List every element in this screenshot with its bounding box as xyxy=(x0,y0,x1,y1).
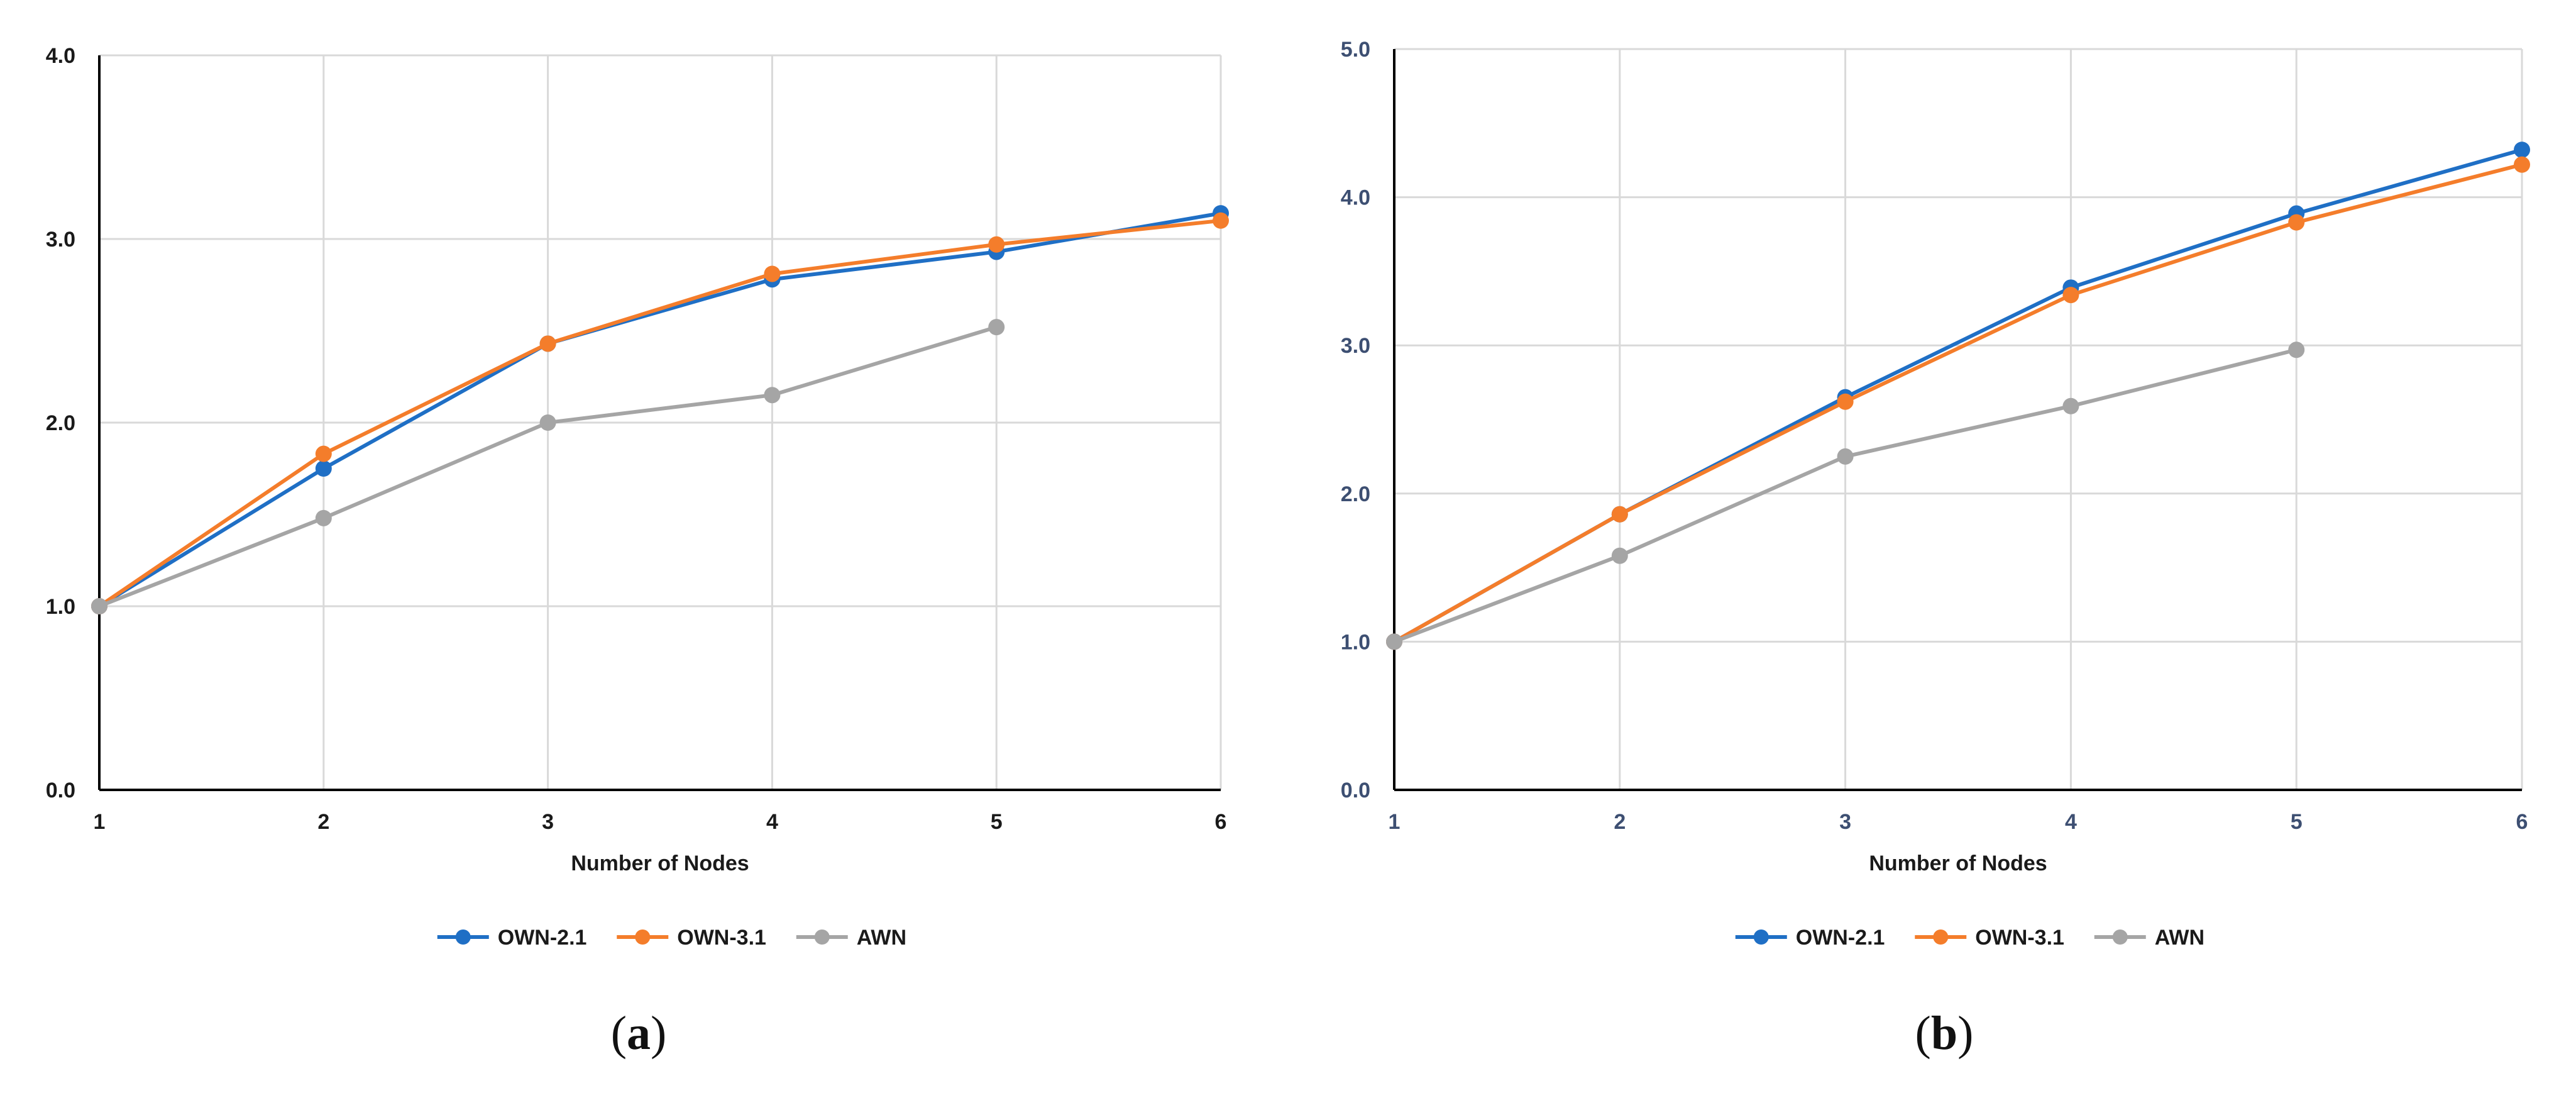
panel-a: 0.0 1.0 2.0 3.0 4.0 1 2 3 4 5 6 Number of Nodes OWN-… xyxy=(46,44,1229,1061)
c1-legend-item: AWN xyxy=(2094,926,2204,950)
c1-legend-swatch-marker xyxy=(2112,929,2128,945)
c0-x-tick-label: 1 xyxy=(94,810,106,834)
c0-gridlines xyxy=(98,54,1222,791)
c0-legend-swatch-marker xyxy=(814,929,830,945)
c0-x-tick-label: 6 xyxy=(1215,810,1227,834)
c1-y-tick-label: 2.0 xyxy=(1341,482,1370,506)
c0-data-point xyxy=(315,445,332,462)
c0-x-axis-title: Number of Nodes xyxy=(571,852,749,875)
c0-legend-label: OWN-3.1 xyxy=(677,926,766,950)
panel-b-label-close: ) xyxy=(1957,1007,1974,1060)
c1-x-tick-label: 5 xyxy=(2291,810,2303,834)
panel-a-label-close: ) xyxy=(651,1007,667,1060)
c1-x-tick-label: 3 xyxy=(1839,810,1851,834)
c1-x-tick-label: 6 xyxy=(2516,810,2528,834)
c0-series-line xyxy=(98,211,1221,608)
c0-y-tick-label: 0.0 xyxy=(46,779,75,802)
c0-series-own-3-1 xyxy=(91,212,1229,614)
panel-a-label-letter: a xyxy=(627,1007,651,1060)
c1-data-point xyxy=(2288,341,2305,358)
c1-y-tick-label: 4.0 xyxy=(1341,186,1370,210)
c0-series-awn xyxy=(91,319,1005,614)
c0-data-point xyxy=(315,509,332,526)
c0-data-point xyxy=(1213,212,1229,229)
c1-data-point xyxy=(2062,287,2079,304)
c1-legend-swatch-marker xyxy=(1933,929,1949,945)
c0-data-point xyxy=(988,236,1005,253)
c0-data-point xyxy=(315,460,332,477)
c0-x-tick-label: 2 xyxy=(317,810,329,834)
panel-b-label: (b) xyxy=(1850,1006,2039,1061)
c1-data-point xyxy=(1837,448,1854,465)
c0-data-point xyxy=(764,387,781,404)
c1-legend-label: OWN-3.1 xyxy=(1975,926,2064,950)
panel-b: 0.0 1.0 2.0 3.0 4.0 5.0 1 2 3 4 5 6 Number of Nodes O… xyxy=(1288,0,2576,1093)
c1-x-tick-label: 2 xyxy=(1614,810,1626,834)
c1-data-point xyxy=(2288,214,2305,231)
panel-a-label-open: ( xyxy=(610,1007,627,1060)
c0-y-tick-label: 2.0 xyxy=(46,411,75,435)
c1-data-point xyxy=(1611,506,1628,523)
panel-a-label: (a) xyxy=(544,1006,733,1061)
c1-series-line xyxy=(1393,162,2523,644)
c0-y-tick-label: 4.0 xyxy=(46,44,75,68)
c1-y-tick-label: 5.0 xyxy=(1341,38,1370,62)
c1-series-awn xyxy=(1386,341,2305,650)
c1-legend-label: OWN-2.1 xyxy=(1796,926,1885,950)
c1-series-own-2-1 xyxy=(1386,141,2530,650)
c0-y-tick-label: 3.0 xyxy=(46,228,75,252)
c1-data-point xyxy=(1386,633,1402,650)
c1-data-point xyxy=(2514,156,2530,173)
c1-legend-item: OWN-3.1 xyxy=(1915,926,2064,950)
c0-data-point xyxy=(539,414,556,431)
c1-y-tick-label: 0.0 xyxy=(1341,779,1370,802)
c1-series-line xyxy=(1393,148,2523,644)
c1-x-tick-label: 1 xyxy=(1389,810,1401,834)
c0-data-point xyxy=(764,265,781,282)
c1-series-own-3-1 xyxy=(1386,156,2530,650)
c0-data-point xyxy=(539,335,556,352)
panel-b-label-open: ( xyxy=(1915,1007,1931,1060)
c1-data-point xyxy=(1611,547,1628,564)
c0-legend-item: OWN-2.1 xyxy=(437,926,587,950)
c0-data-point xyxy=(988,319,1005,336)
c1-data-point xyxy=(1837,393,1854,410)
c0-legend-label: AWN xyxy=(857,926,906,950)
c0-legend-swatch-marker xyxy=(635,929,651,945)
c1-legend-swatch-marker xyxy=(1753,929,1769,945)
c0-legend: OWN-2.1 OWN-3.1 AWN xyxy=(437,926,906,950)
c0-legend-item: OWN-3.1 xyxy=(617,926,766,950)
c0-legend-swatch-marker xyxy=(455,929,471,945)
c1-y-tick-label: 3.0 xyxy=(1341,334,1370,358)
c1-legend: OWN-2.1 OWN-3.1 AWN xyxy=(1735,926,2204,950)
c1-x-axis-title: Number of Nodes xyxy=(1869,852,2047,875)
chart-b: 0.0 1.0 2.0 3.0 4.0 5.0 1 2 3 4 5 6 Number of Nodes O… xyxy=(1341,38,2530,950)
c0-legend-item: AWN xyxy=(796,926,906,950)
c0-data-point xyxy=(91,598,107,614)
c0-series-line xyxy=(98,218,1221,608)
c1-legend-item: OWN-2.1 xyxy=(1735,926,1885,950)
c0-x-tick-label: 5 xyxy=(991,810,1003,834)
c0-x-tick-label: 3 xyxy=(542,810,554,834)
panel-b-label-letter: b xyxy=(1930,1007,1958,1060)
c1-y-tick-label: 1.0 xyxy=(1341,630,1370,654)
c0-x-tick-label: 4 xyxy=(766,810,778,834)
c0-legend-label: OWN-2.1 xyxy=(498,926,587,950)
c1-x-tick-label: 4 xyxy=(2065,810,2077,834)
c0-y-tick-label: 1.0 xyxy=(46,595,75,619)
c1-legend-label: AWN xyxy=(2155,926,2204,950)
c1-data-point xyxy=(2062,397,2079,414)
chart-a: 0.0 1.0 2.0 3.0 4.0 1 2 3 4 5 6 Number of Nodes OWN-… xyxy=(46,44,1229,950)
c1-gridlines xyxy=(1393,48,2523,791)
c1-data-point xyxy=(2514,141,2530,158)
